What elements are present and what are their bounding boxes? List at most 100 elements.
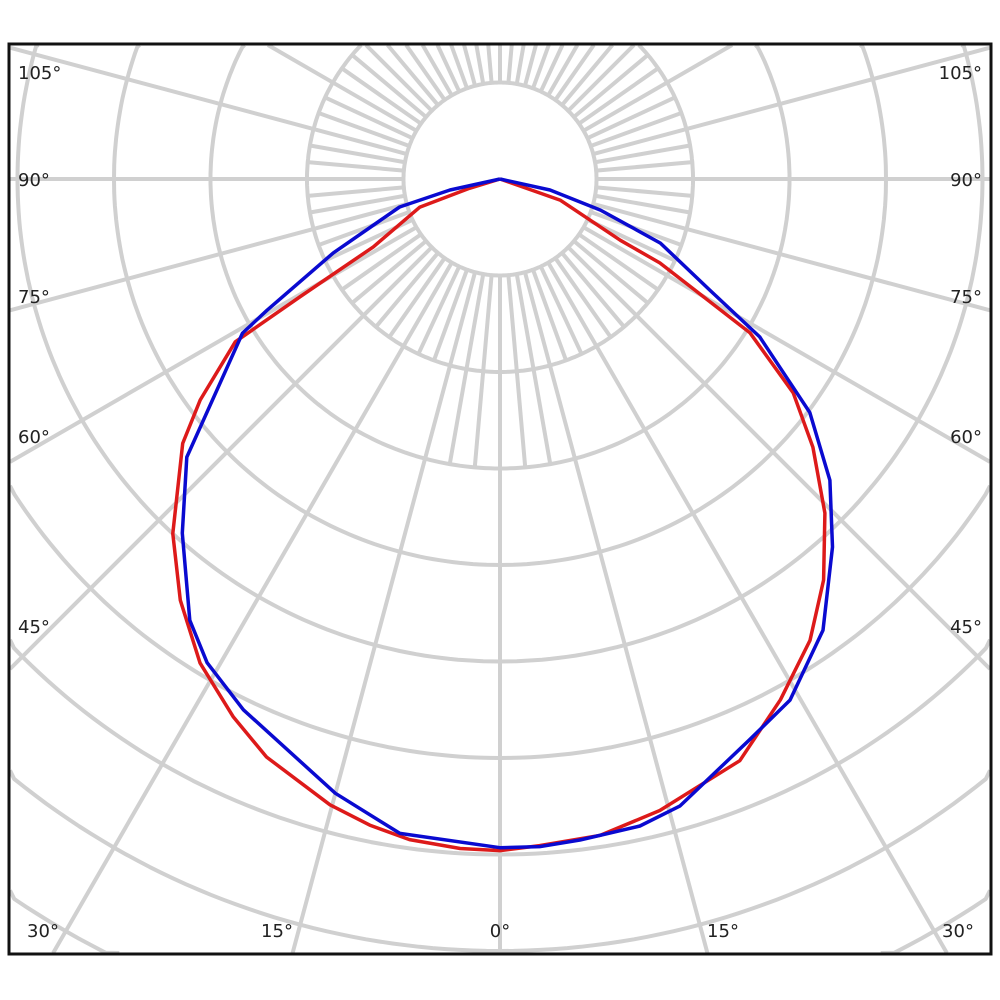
grid-radial-line <box>538 265 584 355</box>
grid-radial-line <box>582 43 734 133</box>
grid-radial-line <box>523 44 538 87</box>
grid-ring <box>499 638 992 857</box>
grid-radial-line <box>566 245 992 671</box>
grid-radial-line <box>374 251 440 329</box>
grid-radial-line <box>307 160 405 173</box>
grid-radial-line <box>523 271 710 954</box>
grid-radial-line <box>589 111 683 148</box>
grid-ring <box>500 43 695 374</box>
grid-radial-line <box>531 268 568 362</box>
angle-label-right-90: 90° <box>950 170 982 191</box>
grid-radial-line <box>595 185 693 198</box>
grid-radial-line <box>546 44 580 97</box>
grid-ring <box>880 889 992 955</box>
grid-radial-line <box>566 43 636 113</box>
grid-radial-line <box>594 143 691 165</box>
curves <box>171 177 835 853</box>
grid-radial-line <box>538 44 565 93</box>
grid-ring <box>8 769 501 953</box>
grid-radial-line <box>340 232 423 292</box>
grid-radial-line <box>449 44 469 90</box>
grid-radial-line <box>416 265 462 355</box>
angle-label-bottom-15-right: 15° <box>707 921 739 942</box>
grid-ring <box>499 769 992 953</box>
grid-ring <box>208 43 500 471</box>
grid-radial-line <box>309 143 406 165</box>
grid-radial-line <box>560 251 626 329</box>
angle-label-left-45: 45° <box>18 617 50 638</box>
grid-ring <box>15 43 501 664</box>
angle-label-bottom-15-left: 15° <box>261 921 293 942</box>
grid-radial-line <box>340 66 423 126</box>
angle-label-left-90: 90° <box>18 170 50 191</box>
grid-ring <box>112 43 501 567</box>
grid-ring <box>8 638 501 857</box>
grid-radial-line <box>324 95 414 141</box>
grid-radial-line <box>9 202 408 313</box>
grid-radial-line <box>51 261 454 954</box>
grid-radial-line <box>592 202 991 313</box>
angle-label-left-105: 105° <box>18 63 61 84</box>
grid-radial-line <box>8 245 434 671</box>
grid-radial-line <box>8 225 418 464</box>
angle-label-bottom-30-right: 30° <box>942 921 974 942</box>
grid-radial-line <box>9 45 408 156</box>
grid-radial-line <box>577 66 660 126</box>
grid-radial-line <box>432 268 469 362</box>
grid-radial-line <box>350 239 428 305</box>
chart-frame <box>7 42 993 956</box>
angle-label-right-60: 60° <box>950 427 982 448</box>
polar-grid <box>8 43 992 955</box>
grid-radial-line <box>486 44 494 84</box>
angle-label-right-105: 105° <box>939 63 982 84</box>
grid-radial-line <box>386 43 440 107</box>
grid-ring <box>499 484 992 760</box>
grid-radial-line <box>447 273 486 465</box>
grid-radial-line <box>594 193 691 215</box>
angle-label-bottom-30-left: 30° <box>27 921 59 942</box>
grid-radial-line <box>472 274 494 468</box>
grid-radial-line <box>514 44 526 85</box>
grid-ring <box>499 43 888 567</box>
angle-label-right-75: 75° <box>950 287 982 308</box>
grid-radial-line <box>309 193 406 215</box>
grid-radial-line <box>404 43 447 102</box>
grid-radial-line <box>387 256 447 339</box>
grid-radial-line <box>514 273 553 465</box>
grid-ring <box>499 43 985 664</box>
grid-radial-line <box>560 43 614 107</box>
angle-label-right-45: 45° <box>950 617 982 638</box>
grid-ring <box>8 889 120 955</box>
intensity-curve-1 <box>171 177 827 853</box>
grid-radial-line <box>546 261 949 954</box>
grid-radial-line <box>307 185 405 198</box>
grid-radial-line <box>572 239 650 305</box>
intensity-curve-2 <box>180 177 835 850</box>
grid-radial-line <box>435 44 462 93</box>
grid-radial-line <box>420 44 454 97</box>
grid-radial-line <box>553 43 596 102</box>
grid-radial-line <box>266 43 418 133</box>
grid-radial-line <box>462 44 477 87</box>
grid-radial-line <box>350 53 428 119</box>
grid-radial-line <box>317 111 411 148</box>
grid-radial-line <box>506 44 514 84</box>
grid-radial-line <box>474 44 486 85</box>
grid-radial-line <box>572 53 650 119</box>
grid-radial-line <box>317 210 411 247</box>
grid-ring <box>305 43 500 374</box>
grid-radial-line <box>531 44 551 90</box>
grid-radial-line <box>364 43 434 113</box>
grid-radial-line <box>290 271 477 954</box>
angle-label-bottom-0: 0° <box>490 921 510 942</box>
grid-ring <box>8 484 501 760</box>
grid-radial-line <box>506 274 528 468</box>
angle-label-left-75: 75° <box>18 287 50 308</box>
grid-radial-line <box>577 232 660 292</box>
grid-radial-line <box>592 45 991 156</box>
grid-radial-line <box>582 225 992 464</box>
grid-radial-line <box>586 95 676 141</box>
grid-radial-line <box>553 256 613 339</box>
grid-radial-line <box>595 160 693 173</box>
